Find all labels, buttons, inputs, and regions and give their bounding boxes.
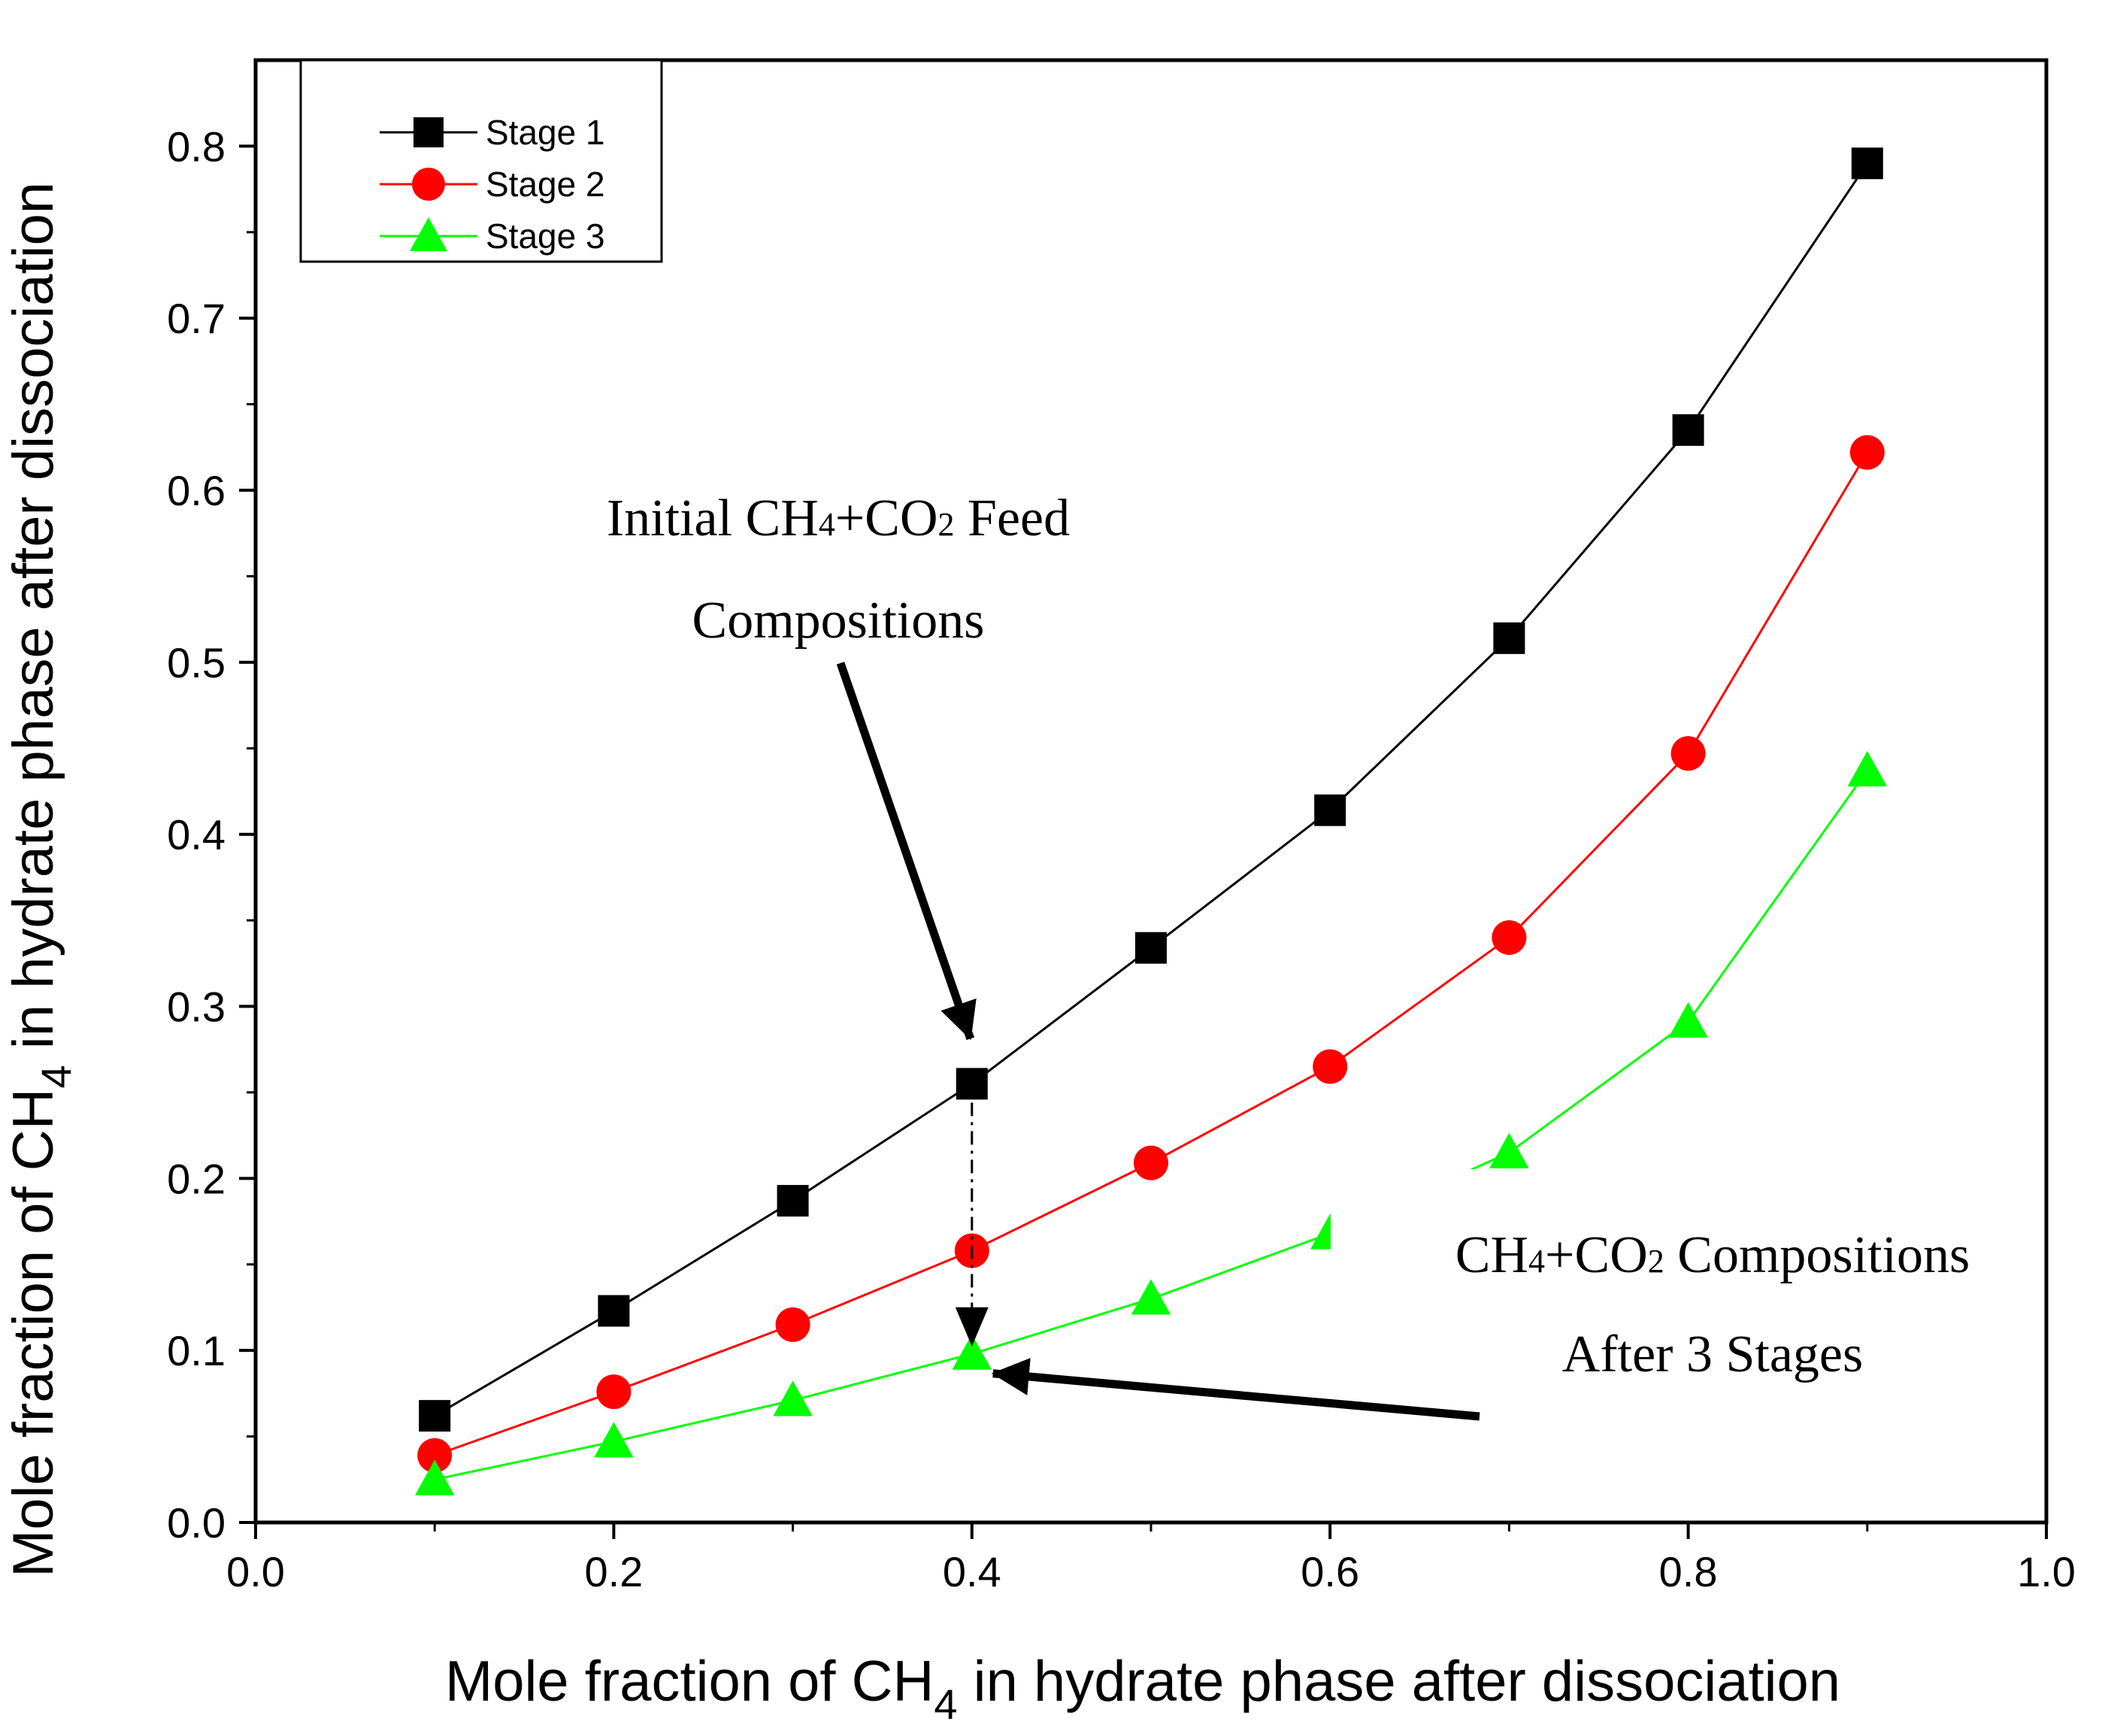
after-stages-arrow — [991, 1358, 1480, 1421]
y-tick-label: 0.2 — [167, 1155, 226, 1202]
feed-composition-arrow — [836, 662, 977, 1041]
data-point-stage-3 — [952, 1334, 992, 1370]
feed-annotation-line1: Initial CH4+CO2 Feed — [607, 489, 1070, 547]
legend-marker-stage-2 — [412, 168, 445, 201]
x-tick-label: 0.6 — [1301, 1548, 1359, 1595]
annotation-background — [1331, 1169, 1481, 1286]
data-point-stage-1 — [1314, 794, 1346, 826]
series-layer — [414, 147, 1888, 1495]
x-axis-ticks: 0.0 0.2 0.4 0.6 0.8 1.0 — [226, 1522, 2076, 1595]
data-point-stage-3 — [414, 1459, 455, 1495]
legend-marker-stage-3 — [410, 217, 447, 251]
data-point-stage-2 — [417, 1438, 453, 1473]
data-point-stage-1 — [956, 1068, 988, 1100]
y-tick-label: 0.3 — [167, 983, 226, 1031]
after-annotation-line2: After 3 Stages — [1562, 1325, 1863, 1383]
x-tick-label: 0.4 — [943, 1548, 1001, 1595]
y-axis-ticks: 0.0 0.1 0.2 0.3 0.4 0.5 0.6 0.7 0.8 — [167, 123, 256, 1547]
data-point-stage-3 — [1489, 1132, 1529, 1169]
data-point-stage-2 — [1849, 435, 1885, 470]
data-point-stage-3 — [1131, 1279, 1171, 1315]
data-point-stage-3 — [1668, 1001, 1708, 1038]
x-tick-label: 1.0 — [2017, 1548, 2076, 1595]
data-point-stage-3 — [773, 1380, 813, 1416]
series-3 — [414, 750, 1888, 1495]
y-tick-label: 0.4 — [167, 811, 226, 859]
y-tick-label: 0.6 — [167, 467, 226, 514]
y-tick-label: 0.0 — [167, 1499, 226, 1547]
y-tick-label: 0.5 — [167, 639, 226, 686]
data-point-stage-2 — [775, 1307, 810, 1342]
feed-annotation-line2: Compositions — [692, 592, 985, 650]
data-point-stage-3 — [1847, 750, 1888, 787]
y-tick-label: 0.7 — [167, 295, 226, 342]
data-point-stage-1 — [1851, 147, 1883, 180]
stage-drop-arrowhead — [955, 1307, 989, 1347]
data-point-stage-1 — [777, 1185, 809, 1217]
x-tick-label: 0.2 — [584, 1548, 643, 1595]
legend-label-stage-3: Stage 3 — [486, 217, 605, 256]
legend-box — [299, 59, 663, 263]
y-tick-label: 0.1 — [167, 1327, 226, 1374]
data-point-stage-1 — [1493, 622, 1525, 654]
data-point-stage-2 — [1670, 736, 1706, 771]
annotation-arrows — [836, 662, 1480, 1421]
legend-label-stage-2: Stage 2 — [486, 165, 605, 204]
x-axis-title: Mole fraction of CH4 in hydrate phase af… — [445, 1650, 1840, 1728]
y-axis-title: Mole fraction of CH4 in hydrate phase af… — [2, 182, 80, 1577]
data-point-stage-1 — [598, 1295, 630, 1327]
legend-label-stage-1: Stage 1 — [486, 113, 605, 152]
data-point-stage-2 — [596, 1374, 632, 1410]
after-annotation-line1: CH4+CO2 Compositions — [1455, 1226, 1970, 1284]
x-tick-label: 0.8 — [1659, 1548, 1718, 1595]
data-point-stage-1 — [419, 1400, 451, 1432]
data-point-stage-2 — [1313, 1049, 1348, 1084]
x-tick-label: 0.0 — [226, 1548, 285, 1595]
data-point-stage-3 — [594, 1422, 634, 1458]
legend: Stage 1 Stage 2 Stage 3 — [299, 59, 663, 263]
data-point-stage-2 — [1492, 920, 1527, 955]
data-point-stage-2 — [1134, 1145, 1168, 1180]
series-2 — [417, 435, 1885, 1473]
legend-marker-stage-1 — [413, 117, 444, 147]
data-point-stage-1 — [1135, 932, 1167, 964]
y-tick-label: 0.8 — [167, 123, 226, 170]
data-point-stage-1 — [1672, 414, 1704, 446]
series-1 — [419, 147, 1883, 1432]
